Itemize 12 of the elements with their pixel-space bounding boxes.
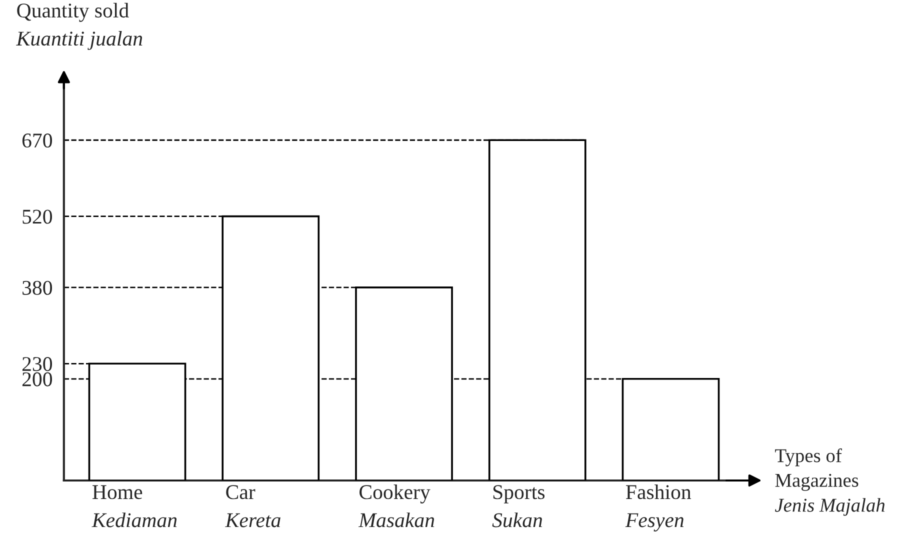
x-tick-label: Cookery Masakan	[358, 484, 434, 528]
y-tick-label: 670	[22, 134, 52, 148]
y-tick-label: 200	[22, 372, 52, 386]
y-tick-label: 520	[22, 210, 52, 224]
x-axis-title: Types of Magazines Jenis Majalah	[775, 448, 885, 516]
y-axis-title: Quantity sold Kuantiti jualan	[16, 2, 142, 50]
x-tick-label: Sports Sukan	[492, 485, 545, 528]
x-tick-label: Fashion Fesyen	[625, 484, 692, 532]
x-tick-label: Car Kereta	[225, 485, 280, 528]
y-tick-label: 380	[22, 280, 52, 295]
x-tick-label: Home Kediaman	[92, 485, 177, 528]
y-tick-label: 230	[22, 357, 52, 372]
